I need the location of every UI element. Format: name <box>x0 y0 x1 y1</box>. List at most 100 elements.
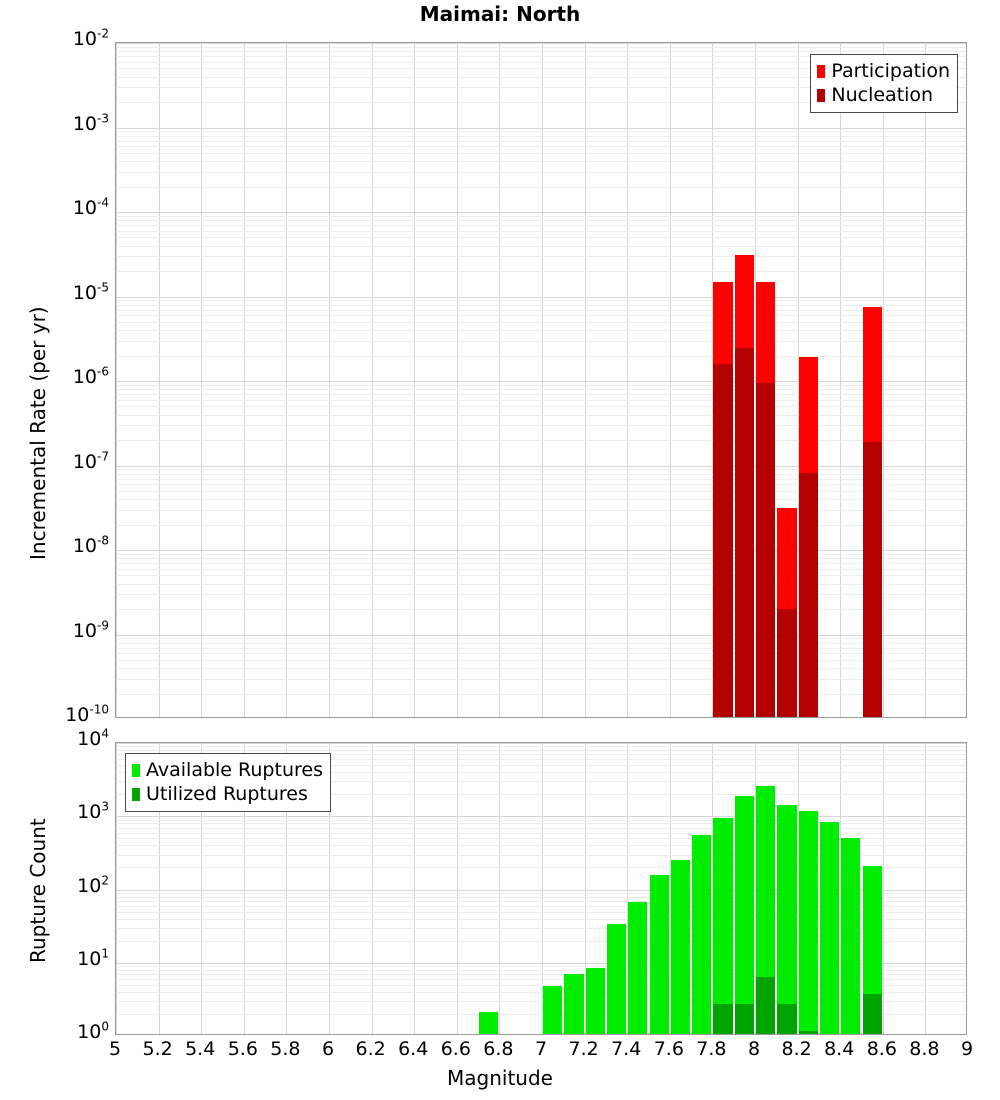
gridline-horizontal <box>116 440 966 441</box>
x-axis-tick-label: 8.4 <box>824 1038 855 1060</box>
top-panel-plot-area: Participation Nucleation <box>115 42 967 718</box>
gridline-horizontal <box>116 648 966 649</box>
gridline-horizontal <box>116 1001 966 1002</box>
x-axis-tick-label: 5.4 <box>185 1038 216 1060</box>
legend-item-participation: Participation <box>817 59 950 83</box>
gridline-vertical <box>669 743 671 1034</box>
gridline-horizontal <box>116 381 966 382</box>
gridline-horizontal <box>116 679 966 680</box>
x-axis-tick-label: 5 <box>108 1038 122 1060</box>
gridline-horizontal <box>116 901 966 902</box>
x-axis-tick-label: 7.8 <box>696 1038 727 1060</box>
gridline-horizontal <box>116 237 966 238</box>
bar-segment-available-ruptures <box>756 786 776 1034</box>
bar <box>798 811 818 1034</box>
gridline-horizontal <box>116 415 966 416</box>
bar <box>692 835 712 1034</box>
gridline-horizontal <box>116 385 966 386</box>
x-axis-tick-label: 8.8 <box>909 1038 940 1060</box>
bar-segment-available-ruptures <box>862 866 882 1034</box>
bar-segment-available-ruptures <box>606 923 627 1034</box>
gridline-vertical <box>371 43 373 717</box>
gridline-horizontal <box>116 820 966 821</box>
y-axis-tick-label: 101 <box>77 946 109 970</box>
bottom-panel-bars <box>116 743 966 1034</box>
y-axis-tick-label: 10-9 <box>72 618 109 642</box>
x-axis-tick-label: 9 <box>960 1038 974 1060</box>
gridline-horizontal <box>116 400 966 401</box>
bar-segment-available-ruptures <box>628 902 648 1034</box>
gridline-horizontal <box>116 389 966 390</box>
gridline-horizontal <box>116 668 966 669</box>
gridline-horizontal <box>116 569 966 570</box>
legend-swatch-utilized-ruptures <box>132 787 140 801</box>
legend-swatch-participation <box>817 64 826 78</box>
bar-segment-available-ruptures <box>777 804 797 1034</box>
gridline-vertical <box>201 743 203 1034</box>
gridline-vertical <box>584 743 586 1034</box>
bar-segment-available-ruptures <box>564 974 584 1034</box>
gridline-horizontal <box>116 68 966 69</box>
gridline-horizontal <box>116 474 966 475</box>
gridline-horizontal <box>116 963 966 964</box>
bar <box>798 357 818 717</box>
x-axis-tick-label: 5.8 <box>270 1038 301 1060</box>
bar <box>479 1011 499 1034</box>
bar-segment-utilized-ruptures <box>798 1030 818 1034</box>
gridline-horizontal <box>116 216 966 217</box>
gridline-horizontal <box>116 246 966 247</box>
gridline-horizontal <box>116 906 966 907</box>
gridline-vertical <box>627 743 629 1034</box>
bar-segment-available-ruptures <box>798 811 818 1034</box>
gridline-vertical <box>116 743 117 1034</box>
gridline-horizontal <box>116 394 966 395</box>
gridline-vertical <box>712 743 714 1034</box>
gridline-vertical <box>286 43 288 717</box>
gridline-horizontal <box>116 141 966 142</box>
gridline-horizontal <box>116 161 966 162</box>
y-axis-tick-label: 10-2 <box>72 26 109 50</box>
gridline-horizontal <box>116 845 966 846</box>
y-axis-tick-label: 10-4 <box>72 195 109 219</box>
gridline-horizontal <box>116 305 966 306</box>
y-axis-tick-label: 10-8 <box>72 533 109 557</box>
bar <box>649 874 669 1034</box>
gridline-horizontal <box>116 772 966 773</box>
bar-segment-nucleation <box>713 364 733 717</box>
gridline-horizontal <box>116 310 966 311</box>
gridline-horizontal <box>116 341 966 342</box>
gridline-horizontal <box>116 660 966 661</box>
gridline-horizontal <box>116 746 966 747</box>
gridline-horizontal <box>116 584 966 585</box>
bar-segment-available-ruptures <box>734 795 754 1034</box>
bar-segment-available-ruptures <box>585 967 605 1034</box>
gridline-horizontal <box>116 231 966 232</box>
gridline-horizontal <box>116 43 966 44</box>
bar <box>585 967 605 1034</box>
gridline-vertical <box>797 743 799 1034</box>
bar-segment-utilized-ruptures <box>734 1003 754 1034</box>
gridline-horizontal <box>116 300 966 301</box>
gridline-vertical <box>329 43 330 717</box>
gridline-vertical <box>456 743 458 1034</box>
bottom-panel-y-axis-title: Rupture Count <box>26 818 50 963</box>
gridline-vertical <box>201 43 203 717</box>
gridline-horizontal <box>116 992 966 993</box>
bar <box>777 507 797 717</box>
gridline-vertical <box>925 43 927 717</box>
gridline-horizontal <box>116 136 966 137</box>
gridline-horizontal <box>116 816 966 817</box>
x-axis-tick-label: 7.2 <box>568 1038 599 1060</box>
gridline-horizontal <box>116 128 966 129</box>
gridline-horizontal <box>116 51 966 52</box>
gridline-horizontal <box>116 563 966 564</box>
gridline-horizontal <box>116 484 966 485</box>
gridline-horizontal <box>116 322 966 323</box>
gridline-vertical <box>755 43 756 717</box>
bar-segment-available-ruptures <box>819 822 840 1034</box>
bar-segment-nucleation <box>756 382 776 717</box>
x-axis-tick-label: 8 <box>747 1038 761 1060</box>
bar-segment-available-ruptures <box>543 986 563 1034</box>
gridline-horizontal <box>116 828 966 829</box>
bar <box>756 282 776 717</box>
